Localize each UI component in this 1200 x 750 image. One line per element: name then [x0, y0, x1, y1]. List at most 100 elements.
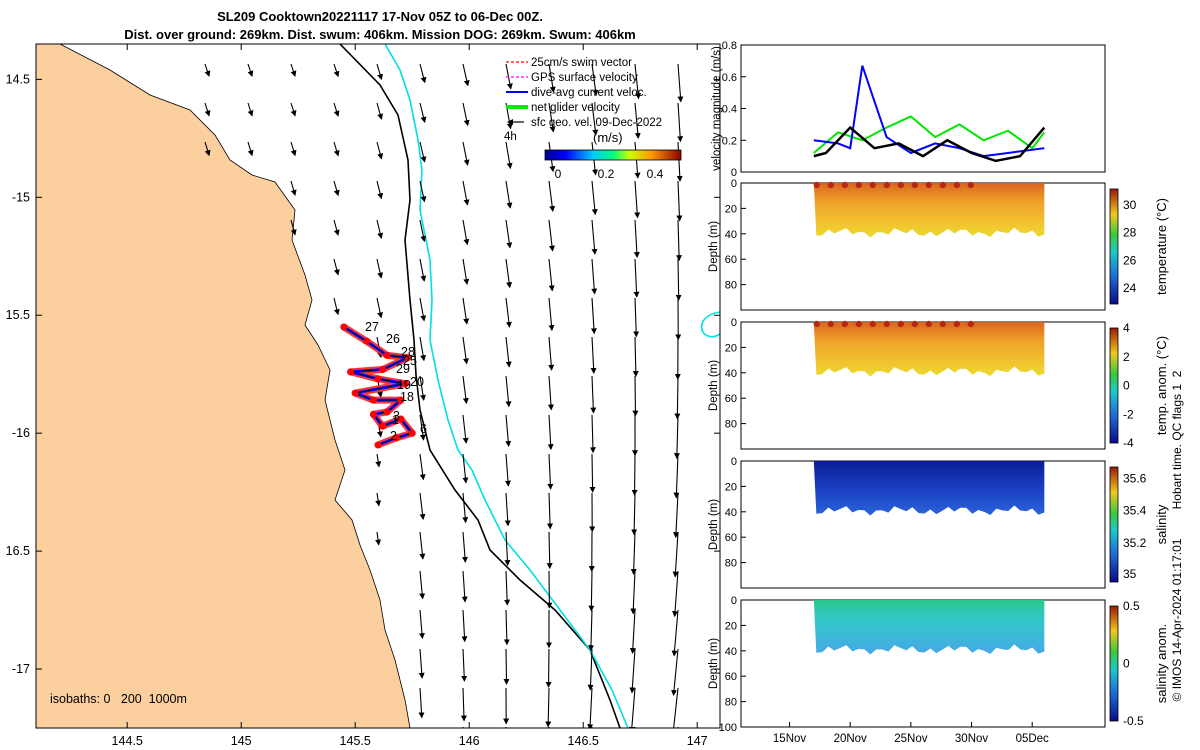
- colorbar-tick-temp_anom: 0: [1123, 379, 1130, 393]
- map-y-tick-label: 14.5: [6, 72, 30, 86]
- depth-section-fill: [813, 600, 1045, 655]
- track-point: [363, 337, 371, 345]
- depth-tick-label: 60: [725, 671, 737, 683]
- surface-velocity-arrow: [548, 219, 555, 252]
- colorbar-tick-temp_anom: 4: [1123, 321, 1130, 335]
- surface-velocity-arrow: [629, 609, 636, 654]
- surface-velocity-arrow: [545, 687, 552, 728]
- isobath-200m: [339, 44, 621, 728]
- colorbar-tick-temp_anom: -2: [1123, 407, 1134, 421]
- surface-velocity-arrow: [673, 453, 680, 499]
- map-axes: 144.5 145 145.5 146 146.5 14714.5-1515.5-1616…: [6, 44, 720, 748]
- map-x-tick-label: 145: [231, 734, 252, 748]
- velocity-series-line: [813, 115, 1046, 154]
- surface-velocity-arrow: [634, 726, 636, 728]
- surface-velocity-arrow: [629, 648, 636, 694]
- surface-point: [953, 181, 960, 189]
- depth-tick-label: 80: [725, 280, 737, 292]
- colorbar-label-temperature: temperature (°C): [1154, 198, 1169, 295]
- track-point: [404, 354, 412, 362]
- surface-velocity-arrow: [419, 63, 427, 84]
- surface-velocity-arrow: [546, 531, 553, 570]
- surface-point: [827, 181, 834, 189]
- surface-velocity-arrow: [504, 570, 511, 606]
- surface-velocity-arrow: [375, 453, 382, 468]
- surface-velocity-arrow: [290, 219, 297, 236]
- surface-velocity-arrow: [376, 141, 384, 160]
- colorbar-tick-salinity: 35.4: [1123, 504, 1147, 518]
- track-day-label: 25: [403, 354, 417, 368]
- surface-velocity-arrow: [503, 609, 510, 646]
- isobaths-label: isobaths: 0 200 1000m: [50, 692, 187, 706]
- velocity-y-tick-label: 0.8: [722, 40, 737, 52]
- surface-velocity-arrow: [547, 453, 554, 490]
- surface-point: [967, 181, 974, 189]
- surface-velocity-arrow: [674, 375, 681, 420]
- surface-velocity-arrow: [632, 336, 639, 378]
- surface-velocity-arrow: [547, 414, 554, 451]
- depth-tick-label: 80: [725, 419, 737, 431]
- track-point: [379, 365, 387, 373]
- scale-label: 4h: [504, 131, 517, 143]
- colorbar-tick-salinity: 35.2: [1123, 536, 1147, 550]
- surface-velocity-arrow: [505, 141, 513, 170]
- colorbar-tick-temp_anom: 2: [1123, 350, 1130, 364]
- surface-velocity-arrow: [461, 648, 468, 682]
- track-point: [397, 415, 405, 423]
- surface-velocity-arrow: [462, 141, 470, 166]
- colorbar-tick-salinity: 35: [1123, 567, 1137, 581]
- surface-point: [883, 181, 890, 189]
- surface-velocity-arrow: [462, 219, 470, 246]
- surface-point: [827, 320, 834, 328]
- legend-swim-vector: 25cm/s swim vector: [531, 57, 632, 69]
- time-tick-label: 20Nov: [834, 733, 867, 745]
- surface-point: [939, 320, 946, 328]
- velocity-y-tick-label: 0.2: [722, 135, 737, 147]
- surface-velocity-arrow: [419, 531, 426, 560]
- map-y-tick-label: -16: [12, 426, 30, 440]
- map-x-tick-label: 145.5: [340, 734, 371, 748]
- surface-velocity-arrow: [375, 492, 382, 507]
- land-mass: [36, 44, 411, 728]
- map-y-tick-label: 16.5: [6, 544, 30, 558]
- surface-velocity-arrow: [376, 297, 384, 319]
- colorbar-label-sal_anom: salinity anom.: [1154, 624, 1169, 703]
- surface-velocity-arrow: [462, 375, 469, 405]
- depth-axis-label: Depth (m): [708, 499, 720, 550]
- velocity-panel-frame: [740, 44, 1106, 173]
- surface-velocity-arrow: [333, 258, 340, 276]
- surface-velocity-arrow: [462, 258, 470, 286]
- depth-tick-label: 40: [725, 646, 737, 658]
- surface-velocity-arrow: [634, 180, 641, 219]
- surface-velocity-arrow: [418, 687, 425, 719]
- surface-velocity-arrow: [676, 180, 683, 222]
- track-day-label: 20: [410, 375, 424, 389]
- track-day-label: 3: [393, 409, 400, 423]
- velocity-y-tick-label: 0.6: [722, 72, 737, 84]
- surface-velocity-arrow: [548, 102, 556, 133]
- surface-velocity-arrow: [419, 492, 426, 521]
- surface-velocity-arrow: [204, 102, 211, 117]
- surface-velocity-arrow: [676, 219, 683, 262]
- track-point: [397, 396, 405, 404]
- track-day-label: 6: [420, 422, 427, 436]
- colorbar-tick-temperature: 28: [1123, 226, 1137, 240]
- surface-velocity-arrow: [504, 492, 511, 527]
- colorbar-tick-temperature: 26: [1123, 253, 1137, 267]
- track-day-label: 19: [397, 378, 411, 392]
- surface-velocity-arrow: [462, 453, 469, 484]
- track-point: [374, 441, 382, 449]
- colorbar-label-salinity: salinity: [1154, 504, 1169, 544]
- surface-velocity-arrow: [418, 609, 425, 640]
- surface-point: [897, 181, 904, 189]
- surface-point: [841, 320, 848, 328]
- surface-velocity-arrow: [333, 63, 340, 78]
- surface-point: [841, 181, 848, 189]
- surface-velocity-arrow: [461, 531, 468, 563]
- colorbar-tick-salinity: 35.6: [1123, 472, 1147, 486]
- surface-velocity-arrow: [548, 258, 555, 292]
- surface-velocity-arrow: [590, 336, 597, 374]
- surface-velocity-arrow: [671, 609, 679, 657]
